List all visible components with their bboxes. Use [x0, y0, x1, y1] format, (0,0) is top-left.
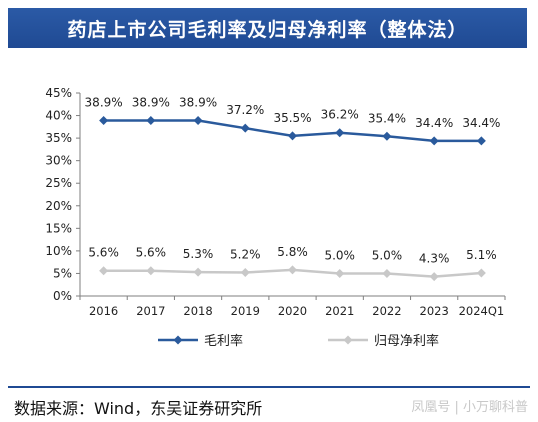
source-note: 数据来源：Wind，东吴证券研究所 — [14, 399, 263, 418]
data-label: 5.0% — [324, 248, 355, 262]
legend-marker — [343, 335, 353, 345]
x-tick-label: 2024Q1 — [459, 304, 505, 318]
x-tick-label: 2016 — [89, 304, 118, 318]
data-point — [288, 265, 297, 275]
data-label: 5.1% — [466, 248, 497, 262]
legend-label: 毛利率 — [204, 333, 243, 349]
data-label: 34.4% — [462, 116, 500, 130]
data-point — [335, 268, 345, 278]
data-label: 5.6% — [136, 246, 167, 260]
data-point — [429, 272, 439, 282]
data-point — [382, 268, 392, 278]
data-point — [146, 116, 156, 126]
x-tick-label: 2023 — [420, 304, 449, 318]
data-point — [288, 131, 297, 141]
y-tick-label: 25% — [45, 176, 72, 190]
data-point — [99, 116, 109, 126]
y-tick-label: 40% — [45, 109, 72, 123]
y-tick-label: 45% — [45, 86, 72, 100]
data-point — [476, 268, 486, 278]
data-point — [193, 267, 203, 277]
data-label: 5.8% — [277, 245, 308, 259]
data-point — [476, 136, 486, 146]
data-label: 4.3% — [419, 252, 450, 266]
x-tick-label: 2018 — [183, 304, 212, 318]
data-label: 36.2% — [321, 108, 359, 122]
chart-title: 药店上市公司毛利率及归母净利率（整体法） — [8, 8, 527, 48]
data-point — [99, 266, 109, 276]
y-tick-label: 10% — [45, 244, 72, 258]
y-tick-label: 35% — [45, 131, 72, 145]
x-tick-label: 2020 — [278, 304, 307, 318]
legend-marker — [173, 335, 183, 345]
data-point — [146, 266, 156, 276]
x-tick-label: 2017 — [136, 304, 165, 318]
y-tick-label: 15% — [45, 221, 72, 235]
data-point — [429, 136, 439, 146]
x-tick-label: 2019 — [231, 304, 260, 318]
data-point — [240, 268, 250, 278]
data-label: 34.4% — [415, 116, 453, 130]
y-tick-label: 20% — [45, 199, 72, 213]
data-label: 5.0% — [372, 248, 403, 262]
data-label: 5.2% — [230, 248, 261, 262]
watermark: 凤凰号 | 小万聊科普 — [411, 400, 528, 415]
data-label: 5.6% — [88, 246, 119, 260]
data-label: 35.5% — [273, 111, 311, 125]
data-label: 38.9% — [85, 96, 123, 110]
legend-label: 归母净利率 — [374, 333, 439, 349]
x-tick-label: 2022 — [372, 304, 401, 318]
line-chart: 0% 5% 10% 15% 20% 25% 30% 35% 40% 45% 2016 2017 2018… — [45, 86, 506, 349]
data-point — [193, 116, 203, 126]
data-label: 38.9% — [179, 96, 217, 110]
data-point — [382, 131, 392, 141]
data-point — [335, 128, 345, 138]
data-label: 35.4% — [368, 111, 406, 125]
source-divider — [8, 386, 530, 388]
data-point — [240, 123, 250, 133]
data-label: 38.9% — [132, 96, 170, 110]
y-tick-label: 5% — [53, 266, 72, 280]
data-label: 37.2% — [226, 103, 264, 117]
y-tick-label: 0% — [53, 289, 72, 303]
y-tick-label: 30% — [45, 154, 72, 168]
x-tick-label: 2021 — [325, 304, 354, 318]
data-label: 5.3% — [183, 247, 214, 261]
